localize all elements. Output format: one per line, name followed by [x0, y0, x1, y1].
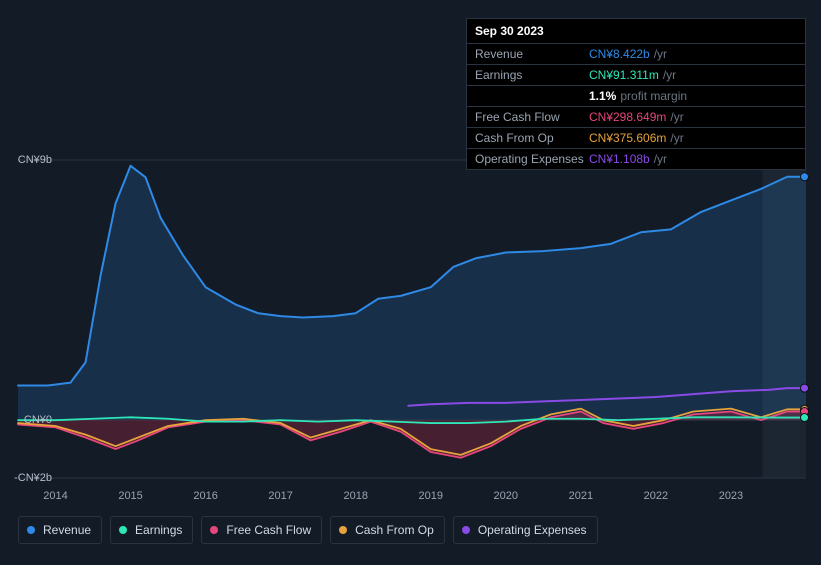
legend-item-operating_expenses[interactable]: Operating Expenses	[453, 516, 598, 544]
legend-item-label: Operating Expenses	[478, 523, 587, 537]
tooltip-row: Operating ExpensesCN¥1.108b/yr	[467, 148, 805, 169]
legend-item-revenue[interactable]: Revenue	[18, 516, 102, 544]
tooltip-row-unit: /yr	[654, 153, 667, 165]
tooltip-row-value: CN¥8.422b	[589, 48, 650, 60]
x-axis-label: 2017	[268, 490, 292, 502]
legend-item-label: Revenue	[43, 523, 91, 537]
y-axis-label: -CN¥2b	[14, 472, 58, 484]
tooltip-row-unit: /yr	[663, 69, 676, 81]
tooltip-row-value: CN¥1.108b	[589, 153, 650, 165]
tooltip-row-unit: /yr	[670, 132, 683, 144]
tooltip-row-value: 1.1%	[589, 90, 616, 102]
y-axis-label: CN¥9b	[18, 154, 58, 166]
tooltip-row: RevenueCN¥8.422b/yr	[467, 43, 805, 64]
tooltip-row: 1.1% profit margin	[467, 85, 805, 106]
tooltip-row-unit: /yr	[670, 111, 683, 123]
tooltip-row-label: Operating Expenses	[475, 153, 589, 165]
tooltip-row-value: CN¥91.311m	[589, 69, 659, 81]
tooltip-row-value: CN¥298.649m	[589, 111, 666, 123]
legend-item-earnings[interactable]: Earnings	[110, 516, 193, 544]
cash_from_op-swatch-icon	[339, 526, 347, 534]
legend-item-cash_from_op[interactable]: Cash From Op	[330, 516, 445, 544]
legend-item-label: Cash From Op	[355, 523, 434, 537]
tooltip-row-value: CN¥375.606m	[589, 132, 666, 144]
x-axis-label: 2020	[494, 490, 518, 502]
x-axis-label: 2023	[719, 490, 743, 502]
tooltip-row-unit: profit margin	[620, 90, 687, 102]
x-axis-label: 2016	[193, 490, 217, 502]
tooltip-row-label: Cash From Op	[475, 132, 589, 144]
x-axis-label: 2021	[569, 490, 593, 502]
revenue-swatch-icon	[27, 526, 35, 534]
legend-item-free_cash_flow[interactable]: Free Cash Flow	[201, 516, 322, 544]
x-axis-label: 2014	[43, 490, 67, 502]
tooltip-date: Sep 30 2023	[467, 19, 805, 43]
x-axis-label: 2018	[343, 490, 367, 502]
earnings-swatch-icon	[119, 526, 127, 534]
tooltip-row: Cash From OpCN¥375.606m/yr	[467, 127, 805, 148]
y-axis-label: CN¥0	[24, 414, 58, 426]
tooltip-row: EarningsCN¥91.311m/yr	[467, 64, 805, 85]
x-axis-label: 2022	[644, 490, 668, 502]
free_cash_flow-swatch-icon	[210, 526, 218, 534]
operating_expenses-swatch-icon	[462, 526, 470, 534]
data-tooltip: Sep 30 2023 RevenueCN¥8.422b/yrEarningsC…	[466, 18, 806, 170]
tooltip-row-label: Revenue	[475, 48, 589, 60]
tooltip-row-unit: /yr	[654, 48, 667, 60]
chart-legend: Revenue Earnings Free Cash Flow Cash From O…	[18, 516, 598, 544]
tooltip-row: Free Cash FlowCN¥298.649m/yr	[467, 106, 805, 127]
legend-item-label: Earnings	[135, 523, 182, 537]
x-axis-label: 2015	[118, 490, 142, 502]
tooltip-row-label: Earnings	[475, 69, 589, 81]
tooltip-row-label: Free Cash Flow	[475, 111, 589, 123]
legend-item-label: Free Cash Flow	[226, 523, 311, 537]
x-axis-label: 2019	[419, 490, 443, 502]
